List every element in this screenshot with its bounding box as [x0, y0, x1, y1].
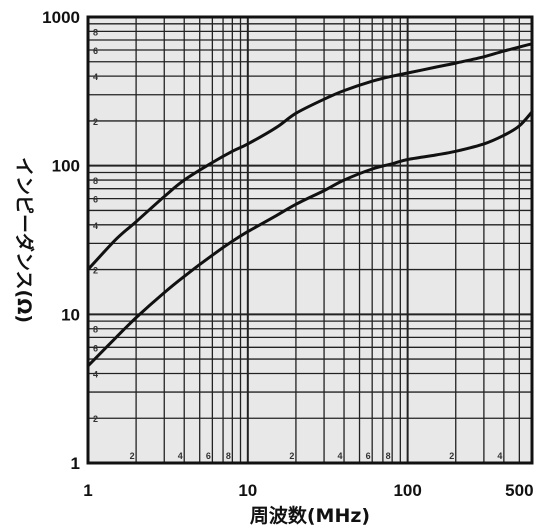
x-minor-tick-label: 6 — [366, 451, 371, 461]
x-minor-tick-label: 4 — [497, 451, 502, 461]
x-minor-tick-label: 4 — [338, 451, 343, 461]
x-minor-tick-label: 8 — [226, 451, 231, 461]
x-minor-tick-label: 2 — [289, 451, 294, 461]
x-tick-label: 500 — [505, 481, 533, 500]
y-minor-tick-label: 2 — [93, 414, 98, 424]
x-minor-tick-label: 4 — [178, 451, 183, 461]
y-tick-label: 100 — [52, 157, 80, 176]
y-minor-tick-label: 4 — [93, 369, 98, 379]
y-tick-label: 10 — [61, 305, 80, 324]
series-line-1 — [86, 42, 534, 272]
x-tick-label: 1 — [83, 481, 92, 500]
series-line-2 — [86, 110, 534, 368]
y-tick-label: 1000 — [42, 8, 80, 27]
y-minor-tick-label: 2 — [93, 266, 98, 276]
x-axis-title: 周波数(MHz) — [250, 504, 370, 527]
plot-background — [88, 17, 532, 463]
y-minor-tick-label: 2 — [93, 117, 98, 127]
y-minor-tick-label: 8 — [93, 27, 98, 37]
series-lines — [86, 42, 534, 368]
y-minor-tick-label: 8 — [93, 176, 98, 186]
x-minor-tick-label: 8 — [386, 451, 391, 461]
y-minor-tick-label: 6 — [93, 46, 98, 56]
y-minor-tick-label: 6 — [93, 343, 98, 353]
y-axis-title: インピーダンス(Ω) — [13, 157, 36, 323]
x-minor-tick-label: 2 — [130, 451, 135, 461]
x-tick-label: 100 — [393, 481, 421, 500]
y-tick-label: 1 — [71, 454, 80, 473]
y-minor-tick-label: 4 — [93, 72, 98, 82]
x-tick-label: 10 — [238, 481, 257, 500]
y-minor-tick-label: 8 — [93, 325, 98, 335]
x-minor-tick-label: 2 — [449, 451, 454, 461]
tick-labels: 1 10 100 500 1 10 100 1000 2 4 6 8 2 4 6 8 2 4 2 4 6 8 2 4 6 8 2 4 6… — [42, 8, 533, 500]
x-minor-tick-label: 6 — [206, 451, 211, 461]
y-minor-tick-label: 6 — [93, 195, 98, 205]
y-minor-tick-label: 4 — [93, 221, 98, 231]
plot-frame — [86, 15, 534, 465]
